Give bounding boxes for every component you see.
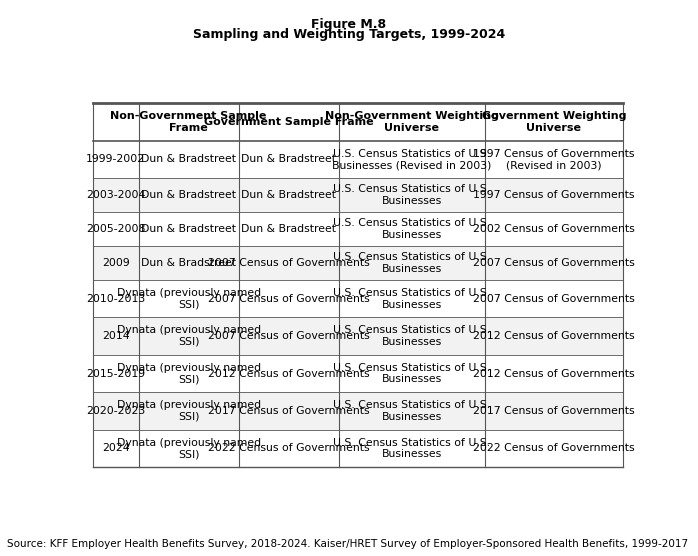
Text: Dun & Bradstreet: Dun & Bradstreet <box>141 258 236 268</box>
Text: Government Weighting
Universe: Government Weighting Universe <box>482 111 626 133</box>
Bar <box>93 355 623 392</box>
Text: Dun & Bradstreet: Dun & Bradstreet <box>141 155 236 165</box>
Text: Non-Government Sample
Frame: Non-Government Sample Frame <box>110 111 267 133</box>
Text: Source: KFF Employer Health Benefits Survey, 2018-2024. Kaiser/HRET Survey of Em: Source: KFF Employer Health Benefits Sur… <box>7 539 688 549</box>
Text: Dun & Bradstreet: Dun & Bradstreet <box>242 155 336 165</box>
Text: 2014: 2014 <box>102 331 129 341</box>
Text: U.S. Census Statistics of U.S.
Businesses: U.S. Census Statistics of U.S. Businesse… <box>333 363 491 384</box>
Bar <box>93 317 623 355</box>
Bar <box>93 392 623 430</box>
Text: 2024: 2024 <box>102 443 129 453</box>
Text: U.S. Census Statistics of U.S.
Businesses: U.S. Census Statistics of U.S. Businesse… <box>333 288 491 310</box>
Text: 2012 Census of Governments: 2012 Census of Governments <box>208 369 369 379</box>
Text: Dun & Bradstreet: Dun & Bradstreet <box>242 224 336 234</box>
Text: Figure M.8: Figure M.8 <box>311 18 387 31</box>
Text: 2015-2019: 2015-2019 <box>86 369 145 379</box>
Text: 2012 Census of Governments: 2012 Census of Governments <box>473 369 634 379</box>
Text: 2022 Census of Governments: 2022 Census of Governments <box>473 443 634 453</box>
Bar <box>93 212 623 246</box>
Text: U.S. Census Statistics of U.S.
Businesses (Revised in 2003): U.S. Census Statistics of U.S. Businesse… <box>332 148 491 170</box>
Text: 1997 Census of Governments: 1997 Census of Governments <box>473 190 634 200</box>
Bar <box>93 103 623 141</box>
Text: 2003-2004: 2003-2004 <box>86 190 145 200</box>
Text: U.S. Census Statistics of U.S.
Businesses: U.S. Census Statistics of U.S. Businesse… <box>333 219 491 240</box>
Text: 2007 Census of Governments: 2007 Census of Governments <box>208 294 370 304</box>
Bar <box>93 178 623 212</box>
Text: 1999-2002: 1999-2002 <box>86 155 145 165</box>
Text: 2007 Census of Governments: 2007 Census of Governments <box>208 258 370 268</box>
Text: Dynata (previously named
SSI): Dynata (previously named SSI) <box>117 325 261 347</box>
Text: U.S. Census Statistics of U.S.
Businesses: U.S. Census Statistics of U.S. Businesse… <box>333 438 491 459</box>
Bar <box>93 246 623 280</box>
Text: Dun & Bradstreet: Dun & Bradstreet <box>141 190 236 200</box>
Text: U.S. Census Statistics of U.S.
Businesses: U.S. Census Statistics of U.S. Businesse… <box>333 400 491 422</box>
Text: 2007 Census of Governments: 2007 Census of Governments <box>208 331 370 341</box>
Text: Dynata (previously named
SSI): Dynata (previously named SSI) <box>117 400 261 422</box>
Text: Dynata (previously named
SSI): Dynata (previously named SSI) <box>117 438 261 459</box>
Text: Dynata (previously named
SSI): Dynata (previously named SSI) <box>117 288 261 310</box>
Text: 2022 Census of Governments: 2022 Census of Governments <box>208 443 369 453</box>
Bar <box>93 280 623 317</box>
Text: 1997 Census of Governments
(Revised in 2003): 1997 Census of Governments (Revised in 2… <box>473 148 634 170</box>
Text: Dun & Bradstreet: Dun & Bradstreet <box>242 190 336 200</box>
Text: U.S. Census Statistics of U.S.
Businesses: U.S. Census Statistics of U.S. Businesse… <box>333 252 491 274</box>
Text: 2012 Census of Governments: 2012 Census of Governments <box>473 331 634 341</box>
Text: 2010-2013: 2010-2013 <box>86 294 145 304</box>
Text: Sampling and Weighting Targets, 1999-2024: Sampling and Weighting Targets, 1999-202… <box>193 28 505 41</box>
Text: 2009: 2009 <box>102 258 130 268</box>
Text: 2007 Census of Governments: 2007 Census of Governments <box>473 258 634 268</box>
Bar <box>93 141 623 178</box>
Bar <box>93 430 623 467</box>
Text: 2017 Census of Governments: 2017 Census of Governments <box>208 406 369 416</box>
Text: 2002 Census of Governments: 2002 Census of Governments <box>473 224 634 234</box>
Text: U.S. Census Statistics of U.S.
Businesses: U.S. Census Statistics of U.S. Businesse… <box>333 325 491 347</box>
Text: Dun & Bradstreet: Dun & Bradstreet <box>141 224 236 234</box>
Text: Dynata (previously named
SSI): Dynata (previously named SSI) <box>117 363 261 384</box>
Text: 2005-2008: 2005-2008 <box>86 224 145 234</box>
Text: Government Sample Frame: Government Sample Frame <box>204 117 373 127</box>
Text: 2020-2023: 2020-2023 <box>86 406 145 416</box>
Text: U.S. Census Statistics of U.S.
Businesses: U.S. Census Statistics of U.S. Businesse… <box>333 185 491 206</box>
Text: 2007 Census of Governments: 2007 Census of Governments <box>473 294 634 304</box>
Text: 2017 Census of Governments: 2017 Census of Governments <box>473 406 634 416</box>
Text: Non-Government Weighting
Universe: Non-Government Weighting Universe <box>325 111 499 133</box>
